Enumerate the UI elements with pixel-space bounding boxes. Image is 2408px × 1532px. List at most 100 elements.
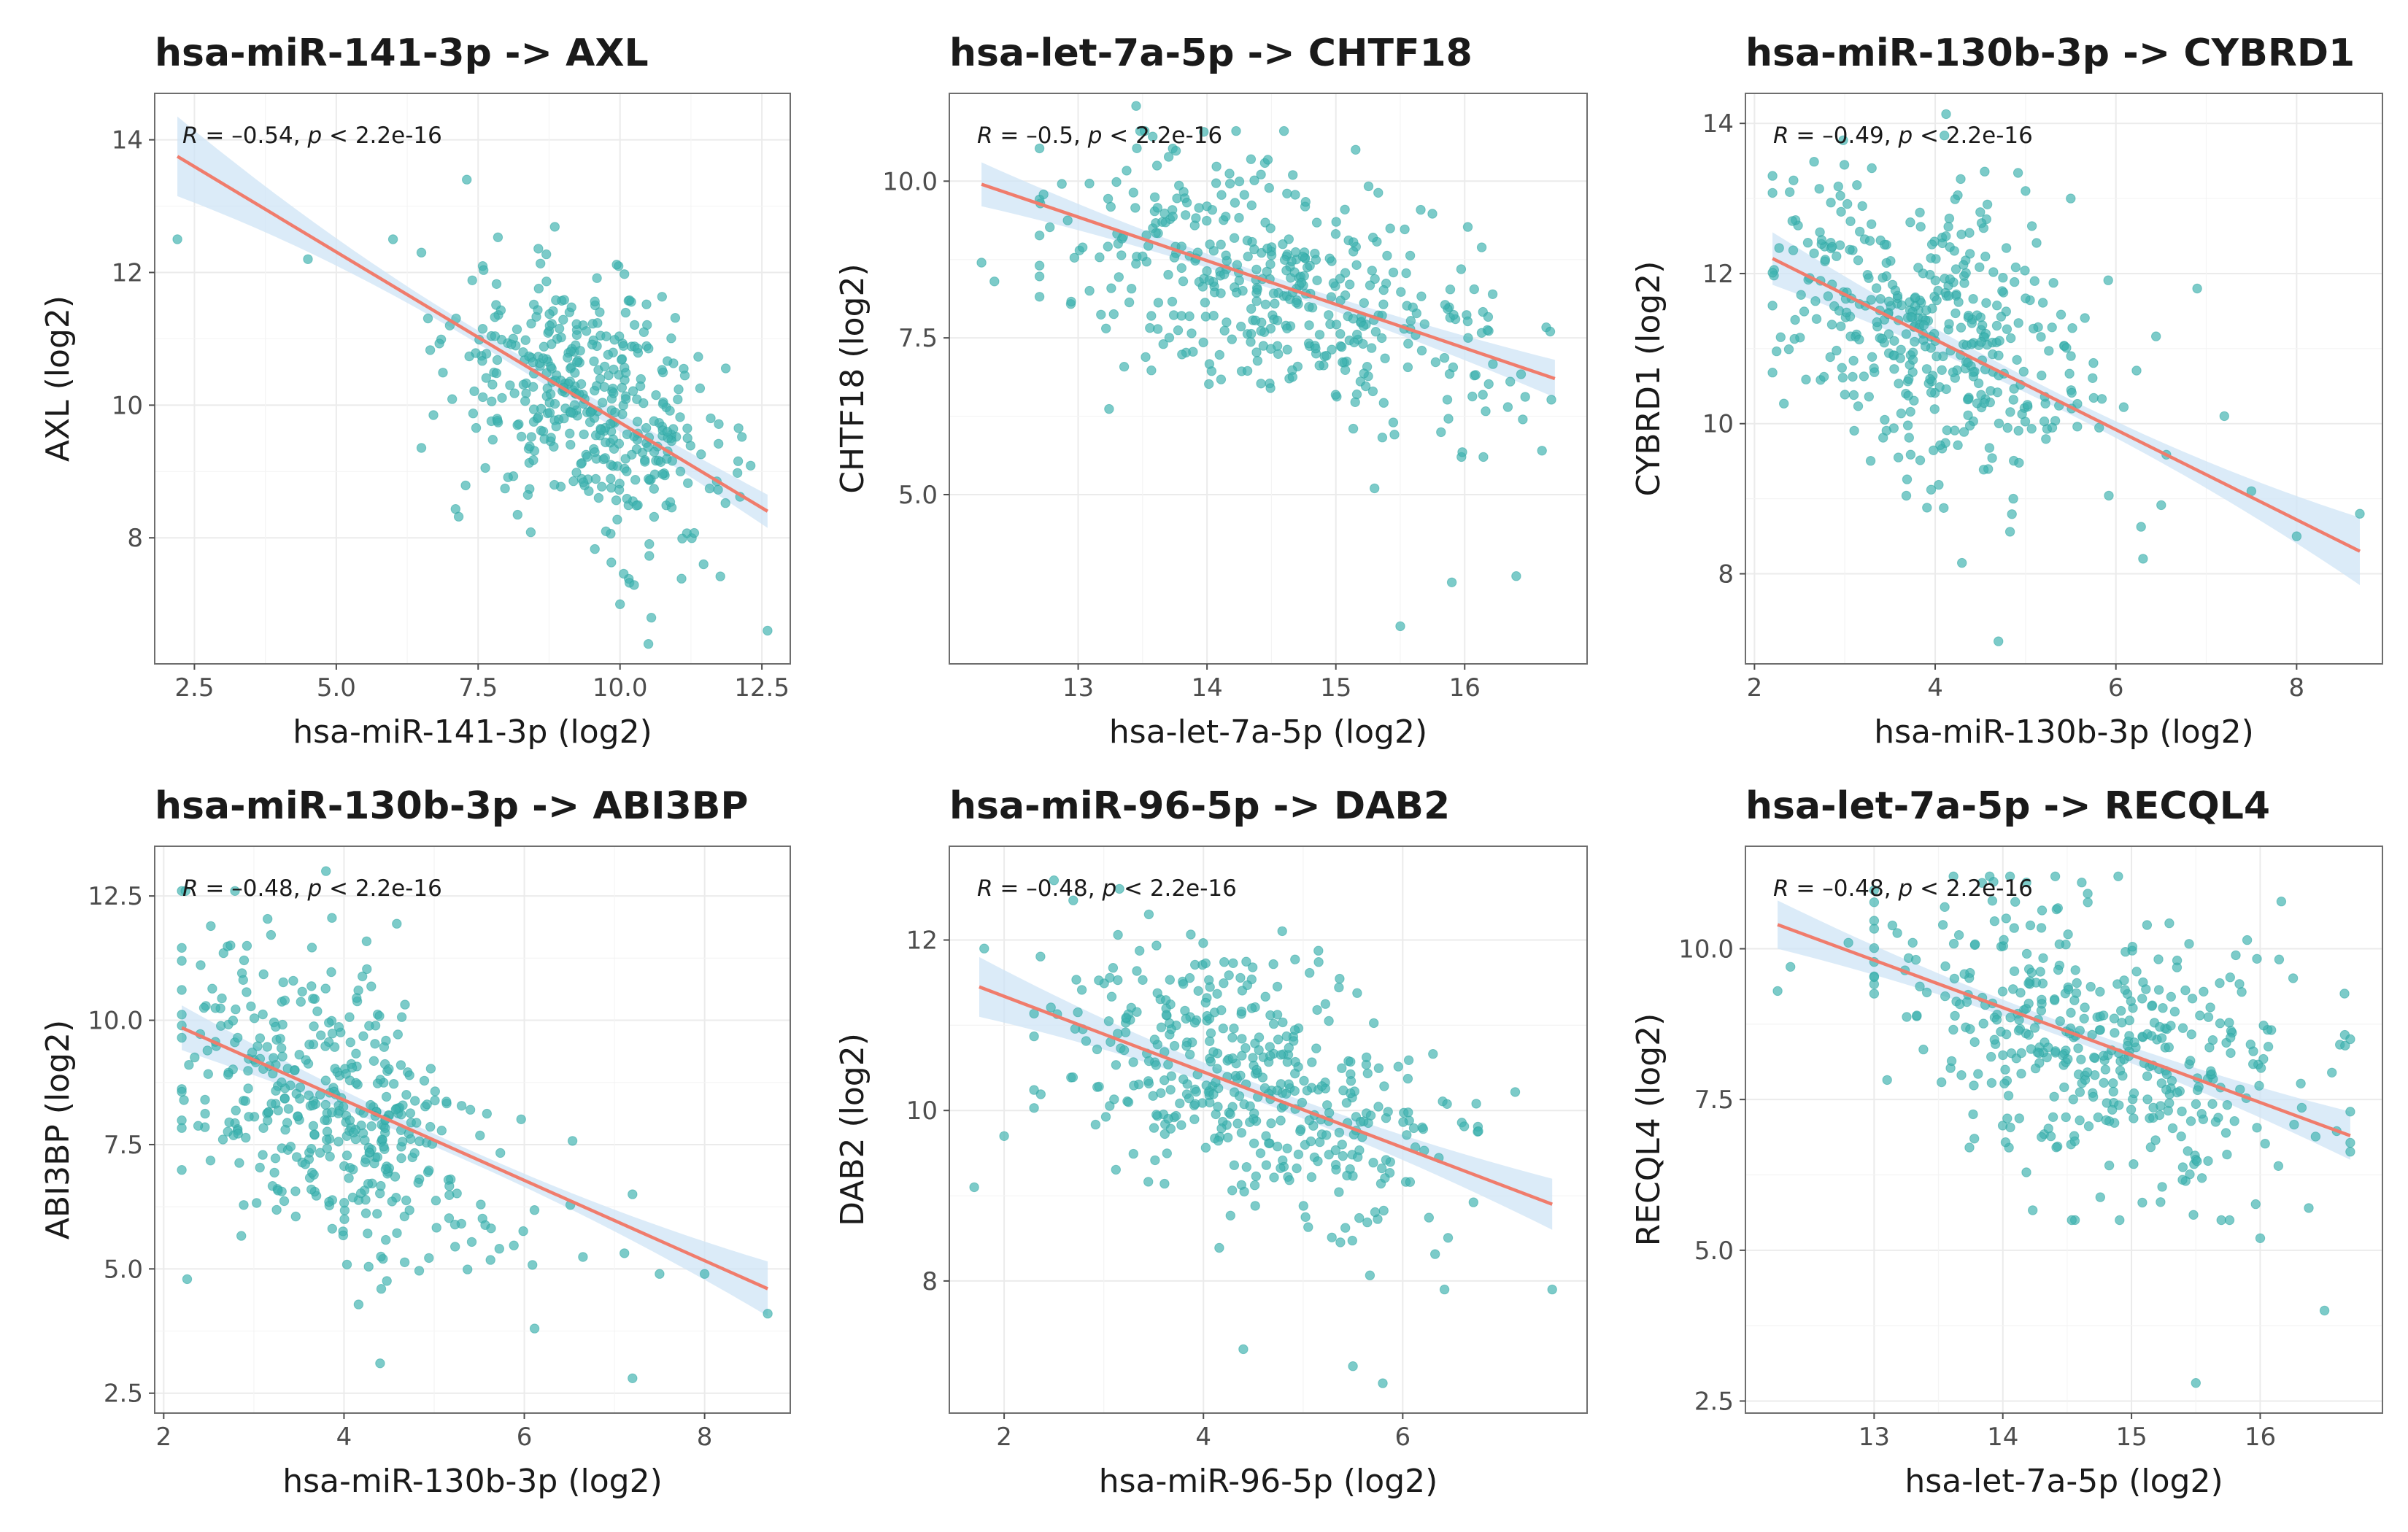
data-point [633,344,643,354]
data-point [269,1053,279,1063]
data-point [1148,1091,1158,1101]
data-point [1362,1068,1373,1079]
data-point [1246,1003,1257,1013]
data-point [242,940,252,951]
data-point [1227,1185,1238,1196]
data-point [1222,317,1232,328]
y-tick-label: 12 [906,926,938,956]
data-point [520,335,530,345]
data-point [2079,1013,2089,1024]
data-point [1299,1075,1309,1086]
data-point [397,1137,408,1147]
data-point [1882,1075,1892,1086]
data-point [1545,326,1556,337]
data-point [1378,299,1389,309]
data-point [1977,320,1988,330]
data-point [2002,1113,2013,1123]
data-point [1177,349,1187,360]
data-point [2013,168,2023,178]
data-point [1462,316,1473,327]
data-point [1816,235,1827,245]
data-point [1417,1122,1427,1133]
data-point [324,1018,334,1028]
data-point [1975,207,1986,217]
data-point [1358,338,1368,349]
data-point [1292,1163,1302,1174]
data-point [544,320,555,331]
data-point [1944,213,1955,224]
data-point [1143,1177,1154,1187]
data-point [1401,268,1411,279]
data-point [1881,258,1891,268]
data-point [1353,1152,1363,1162]
data-point [1198,938,1208,948]
data-point [500,483,510,494]
data-point [2164,1042,2174,1053]
data-point [1284,1175,1294,1185]
data-point [1208,1047,1219,1057]
data-point [1084,285,1095,296]
data-point [2255,1233,2266,1244]
data-point [598,398,608,408]
data-point [255,1033,266,1043]
data-point [1964,310,1974,321]
data-point [1471,1099,1481,1109]
data-point [643,639,654,649]
data-point [1191,213,1201,223]
data-point [1216,190,1227,200]
data-point [1029,1031,1039,1042]
data-point [590,296,600,306]
data-point [2296,1102,2307,1113]
data-point [475,1130,485,1141]
data-point [485,1255,495,1265]
data-point [1335,274,1346,284]
data-point [1340,204,1350,214]
data-point [1953,930,1964,940]
data-point [1376,333,1387,344]
data-point [1932,295,1942,306]
data-point [737,432,747,442]
data-point [2177,1106,2187,1117]
data-point [1174,180,1184,191]
data-point [599,382,609,392]
data-point [491,368,502,379]
data-point [2226,1048,2236,1059]
data-point [609,335,620,345]
data-point [1200,997,1211,1008]
data-point [1159,1178,1170,1189]
data-point [2191,1378,2201,1388]
data-point [1219,269,1230,279]
data-point [384,1064,394,1075]
grid [949,846,1587,1413]
data-point [579,429,589,440]
panel-title: hsa-miR-130b-3p -> ABI3BP [155,784,749,828]
data-point [2047,322,2057,333]
data-point [1802,238,1813,248]
data-point [372,1152,382,1162]
data-point [368,1056,379,1067]
data-point [2100,1064,2111,1075]
data-point [2215,1018,2226,1029]
data-point [1225,1210,1236,1221]
data-point [2080,1002,2090,1013]
data-point [1869,989,1880,999]
data-point [593,492,604,503]
panel-border [154,93,791,665]
data-point [1992,387,2003,398]
data-point [1972,310,1983,320]
data-point [1252,355,1263,366]
data-point [271,1086,281,1096]
data-point [2183,1146,2193,1156]
data-point [2124,1015,2135,1026]
data-point [330,1064,340,1074]
data-point [1092,1044,1103,1055]
data-point [1894,379,1904,389]
data-point [1789,333,1799,344]
data-point [1915,222,1926,232]
data-point [558,314,568,325]
data-point [1518,414,1528,425]
data-point [2142,1094,2153,1104]
data-point [1842,198,1853,209]
data-point [1034,260,1045,271]
axes: 13 14 15 162.55.07.510.0 [1678,935,2276,1452]
